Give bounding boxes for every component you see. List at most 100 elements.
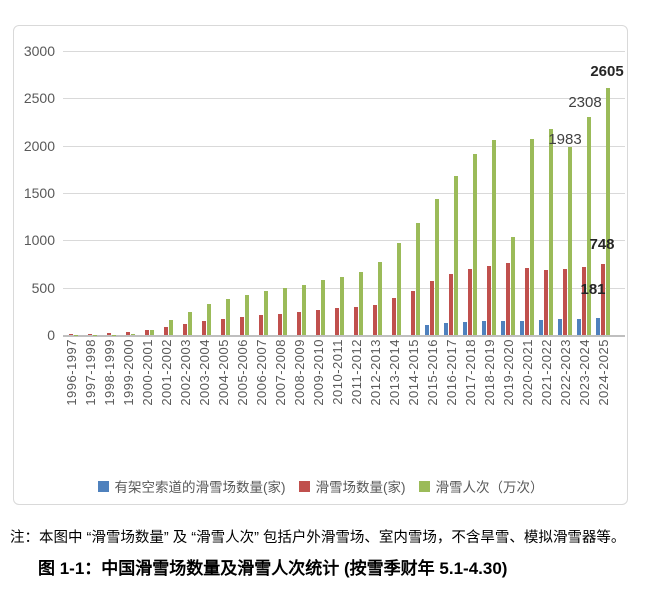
figure-caption: 图 1-1：中国滑雪场数量及滑雪人次统计 (按雪季财年 5.1-4.30) [38, 559, 508, 578]
x-axis-tick-label: 2000-2001 [139, 339, 155, 406]
y-axis-tick-label: 500 [31, 279, 55, 296]
bar [548, 129, 554, 335]
data-label: 1983 [548, 131, 582, 148]
legend-swatch-icon [418, 480, 430, 492]
bar [519, 320, 525, 335]
bar [443, 323, 449, 335]
bar [130, 334, 136, 335]
bar [600, 264, 606, 335]
bar [277, 313, 283, 335]
x-axis-tick-label: 2002-2003 [177, 339, 193, 406]
bar [201, 320, 207, 335]
bar [353, 306, 359, 335]
bar [220, 318, 226, 335]
bar [576, 318, 582, 335]
x-axis-tick-label: 2022-2023 [557, 339, 573, 406]
bar [168, 320, 174, 335]
bar [358, 271, 364, 335]
bar [500, 320, 506, 335]
bar [562, 269, 568, 335]
bar [377, 262, 383, 335]
gridline [63, 51, 625, 52]
bar [296, 311, 302, 335]
bar [163, 326, 169, 335]
data-label: 748 [589, 236, 615, 253]
bar [301, 285, 307, 335]
bar [586, 116, 592, 335]
x-axis-tick-label: 2016-2017 [443, 339, 459, 406]
bar [543, 270, 549, 335]
data-label: 2308 [568, 94, 602, 111]
x-axis-tick-label: 1999-2000 [120, 339, 136, 406]
bar [595, 317, 601, 335]
legend-item: 有架空索道的滑雪场数量(家) [97, 476, 286, 496]
gridline [63, 98, 625, 100]
bar [567, 147, 573, 335]
bar [524, 267, 530, 335]
x-axis-tick-label: 2009-2010 [310, 339, 326, 406]
x-axis-tick-label: 1997-1998 [82, 339, 98, 406]
bar [415, 223, 421, 335]
bar [149, 330, 155, 335]
bar [448, 273, 454, 335]
bar [244, 295, 250, 335]
legend-swatch-icon [298, 480, 310, 492]
bar [225, 298, 231, 335]
bar [68, 334, 74, 335]
x-axis-tick-label: 2003-2004 [196, 339, 212, 406]
bar [396, 242, 402, 335]
bar [144, 330, 150, 335]
x-axis-tick-label: 2012-2013 [367, 339, 383, 406]
x-axis-tick-label: 2010-2011 [329, 339, 345, 405]
legend-label: 有架空索道的滑雪场数量(家) [114, 480, 286, 495]
x-axis-line [63, 334, 625, 337]
bar [486, 265, 492, 335]
bar [282, 288, 288, 335]
gridline [63, 240, 625, 242]
bar [239, 317, 245, 335]
bar [187, 311, 193, 335]
bar [258, 315, 264, 335]
bar [467, 269, 473, 335]
bar [429, 281, 435, 335]
chart-note: 注：本图中 “滑雪场数量” 及 “滑雪人次” 包括户外滑雪场、室内雪场，不含旱雪… [10, 530, 626, 546]
x-axis-tick-label: 2005-2006 [234, 339, 250, 406]
y-axis-tick-label: 0 [47, 327, 55, 343]
x-axis-tick-label: 2017-2018 [462, 339, 478, 406]
x-axis-tick-label: 2013-2014 [386, 339, 402, 406]
x-axis-tick-label: 2018-2019 [481, 339, 497, 406]
bar [339, 277, 345, 335]
x-axis-tick-label: 2024-2025 [595, 339, 611, 406]
legend-item: 滑雪场数量(家) [298, 476, 406, 496]
bar [481, 321, 487, 335]
bar [87, 333, 93, 335]
x-axis-tick-label: 2014-2015 [405, 339, 421, 406]
y-axis-tick-label: 2000 [23, 137, 55, 154]
x-axis-tick-label: 2015-2016 [424, 339, 440, 406]
plot-area: 0 500 1000 1500 2000 2500 3000 1996-1997 1997-19… [14, 26, 627, 504]
bar [410, 290, 416, 335]
y-axis-tick-label: 2500 [23, 90, 55, 107]
bar [372, 304, 378, 335]
x-axis-tick-label: 1996-1997 [63, 339, 79, 406]
x-axis-tick-label: 2007-2008 [272, 339, 288, 406]
bar [453, 175, 459, 335]
chart-panel: 0 500 1000 1500 2000 2500 3000 1996-1997 1997-19… [13, 25, 628, 505]
x-axis-tick-label: 2008-2009 [291, 339, 307, 406]
x-axis-tick-label: 2023-2024 [576, 339, 592, 406]
bar [462, 322, 468, 335]
bar [557, 319, 563, 335]
x-axis-tick-label: 2019-2020 [500, 339, 516, 406]
gridline [63, 193, 625, 194]
bar [206, 304, 212, 335]
bar [315, 310, 321, 335]
bar [472, 154, 478, 335]
data-label: 181 [580, 281, 606, 298]
legend-swatch-icon [97, 480, 109, 492]
bar [320, 280, 326, 335]
bar [125, 332, 131, 335]
x-axis-tick-label: 2004-2005 [215, 339, 231, 406]
bar [491, 139, 497, 335]
bar [106, 333, 112, 335]
x-axis-tick-label: 2006-2007 [253, 339, 269, 406]
